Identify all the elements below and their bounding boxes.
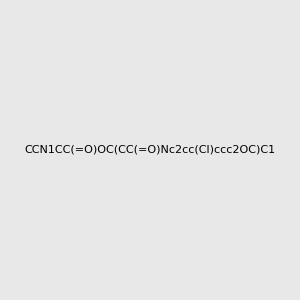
Text: CCN1CC(=O)OC(CC(=O)Nc2cc(Cl)ccc2OC)C1: CCN1CC(=O)OC(CC(=O)Nc2cc(Cl)ccc2OC)C1 (24, 145, 276, 155)
